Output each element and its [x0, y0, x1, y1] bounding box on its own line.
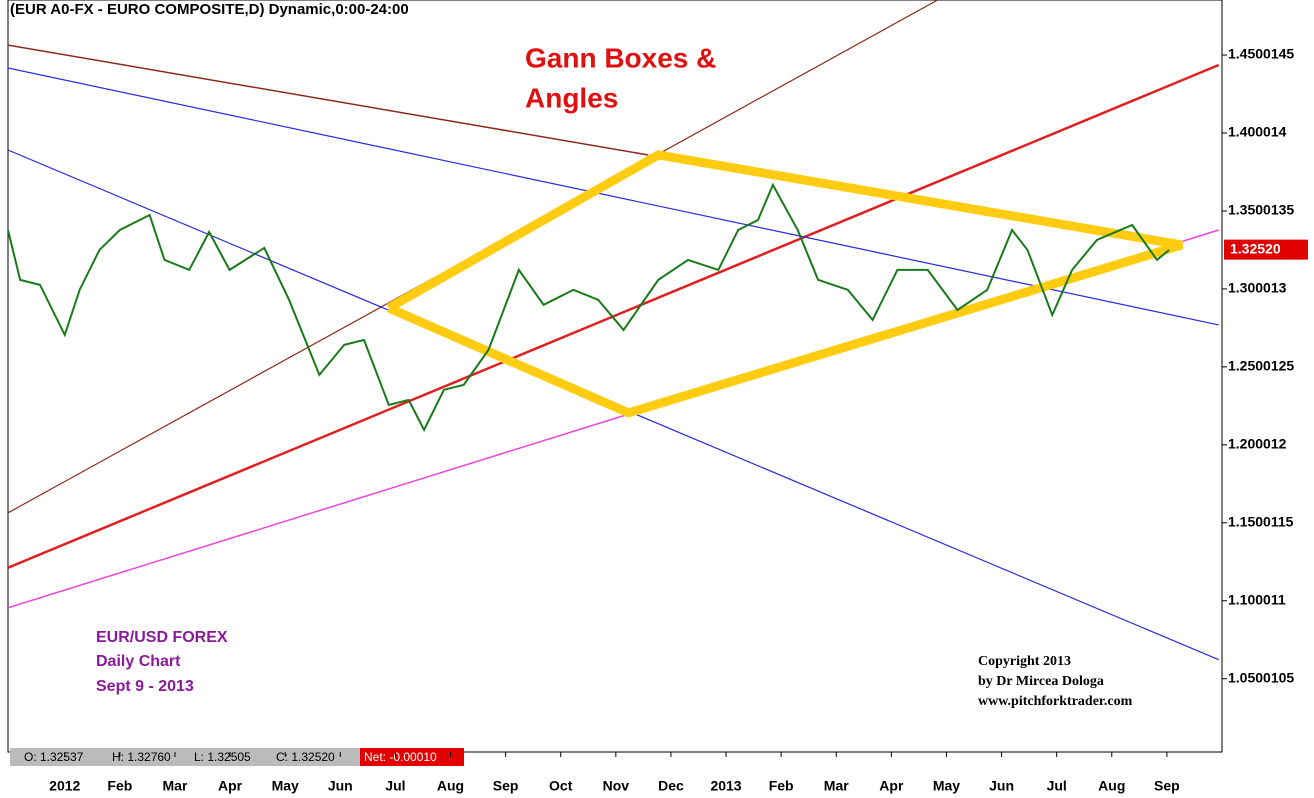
x-tick-label: 2013	[710, 778, 741, 794]
x-tick-label: Jul	[385, 778, 405, 794]
x-tick-label: Jul	[1047, 778, 1067, 794]
status-text: H: 1.32760	[112, 750, 171, 764]
copyright: Copyright 2013	[978, 654, 1071, 669]
x-tick-label: Oct	[549, 778, 573, 794]
status-text: O: 1.32537	[24, 750, 84, 764]
chart-title: (EUR A0-FX - EURO COMPOSITE,D) Dynamic,0…	[10, 1, 409, 18]
x-tick-label: Mar	[824, 778, 849, 794]
y-tick-label: 1.1500115	[1228, 514, 1294, 530]
x-tick-label: Apr	[218, 778, 243, 794]
x-tick-label: May	[933, 778, 960, 794]
y-tick-label: 1.4500145	[1228, 46, 1294, 62]
status-text: C: 1.32520	[276, 750, 335, 764]
copyright: by Dr Mircea Dologa	[978, 674, 1104, 689]
x-tick-label: Aug	[437, 778, 464, 794]
copyright: www.pitchforktrader.com	[978, 694, 1133, 709]
trendline	[8, 67, 1219, 326]
plot-layer	[8, 0, 1220, 661]
net-box	[360, 748, 464, 766]
gann-box	[386, 150, 1184, 418]
x-tick-label: 2012	[49, 778, 80, 794]
y-tick-label: 1.2500125	[1228, 358, 1294, 374]
x-tick-label: Dec	[658, 778, 684, 794]
y-tick-label: 1.200012	[1228, 436, 1287, 452]
trendline	[8, 44, 649, 156]
x-tick-label: Feb	[769, 778, 794, 794]
x-tick-label: Jun	[328, 778, 353, 794]
x-tick-label: Apr	[879, 778, 904, 794]
x-tick-label: Aug	[1098, 778, 1125, 794]
x-tick-label: Sep	[1154, 778, 1180, 794]
info-text: Sept 9 - 2013	[96, 678, 194, 695]
x-tick-label: May	[272, 778, 299, 794]
y-tick-label: 1.300013	[1228, 280, 1287, 296]
x-tick-label: Nov	[603, 778, 630, 794]
annotation: Gann Boxes &	[525, 42, 716, 73]
info-text: EUR/USD FOREX	[96, 629, 228, 646]
last-price-box	[1224, 239, 1308, 260]
x-tick-label: Mar	[163, 778, 188, 794]
last-price-label: 1.32520	[1230, 240, 1281, 256]
y-tick-label: 1.400014	[1228, 124, 1287, 140]
y-tick-label: 1.100011	[1228, 591, 1286, 607]
net-text: Net: -0.00010	[364, 750, 437, 764]
y-tick-label: 1.0500105	[1228, 669, 1294, 685]
info-text: Daily Chart	[96, 653, 181, 670]
x-tick-label: Sep	[493, 778, 519, 794]
x-tick-label: Feb	[107, 778, 132, 794]
x-tick-label: Jun	[989, 778, 1014, 794]
plot-area	[7, 0, 1223, 753]
status-text: L: 1.32505	[194, 750, 251, 764]
annotation: Angles	[525, 82, 618, 113]
y-tick-label: 1.3500135	[1228, 202, 1294, 218]
price-line	[8, 182, 1170, 433]
status-bar	[10, 748, 440, 766]
